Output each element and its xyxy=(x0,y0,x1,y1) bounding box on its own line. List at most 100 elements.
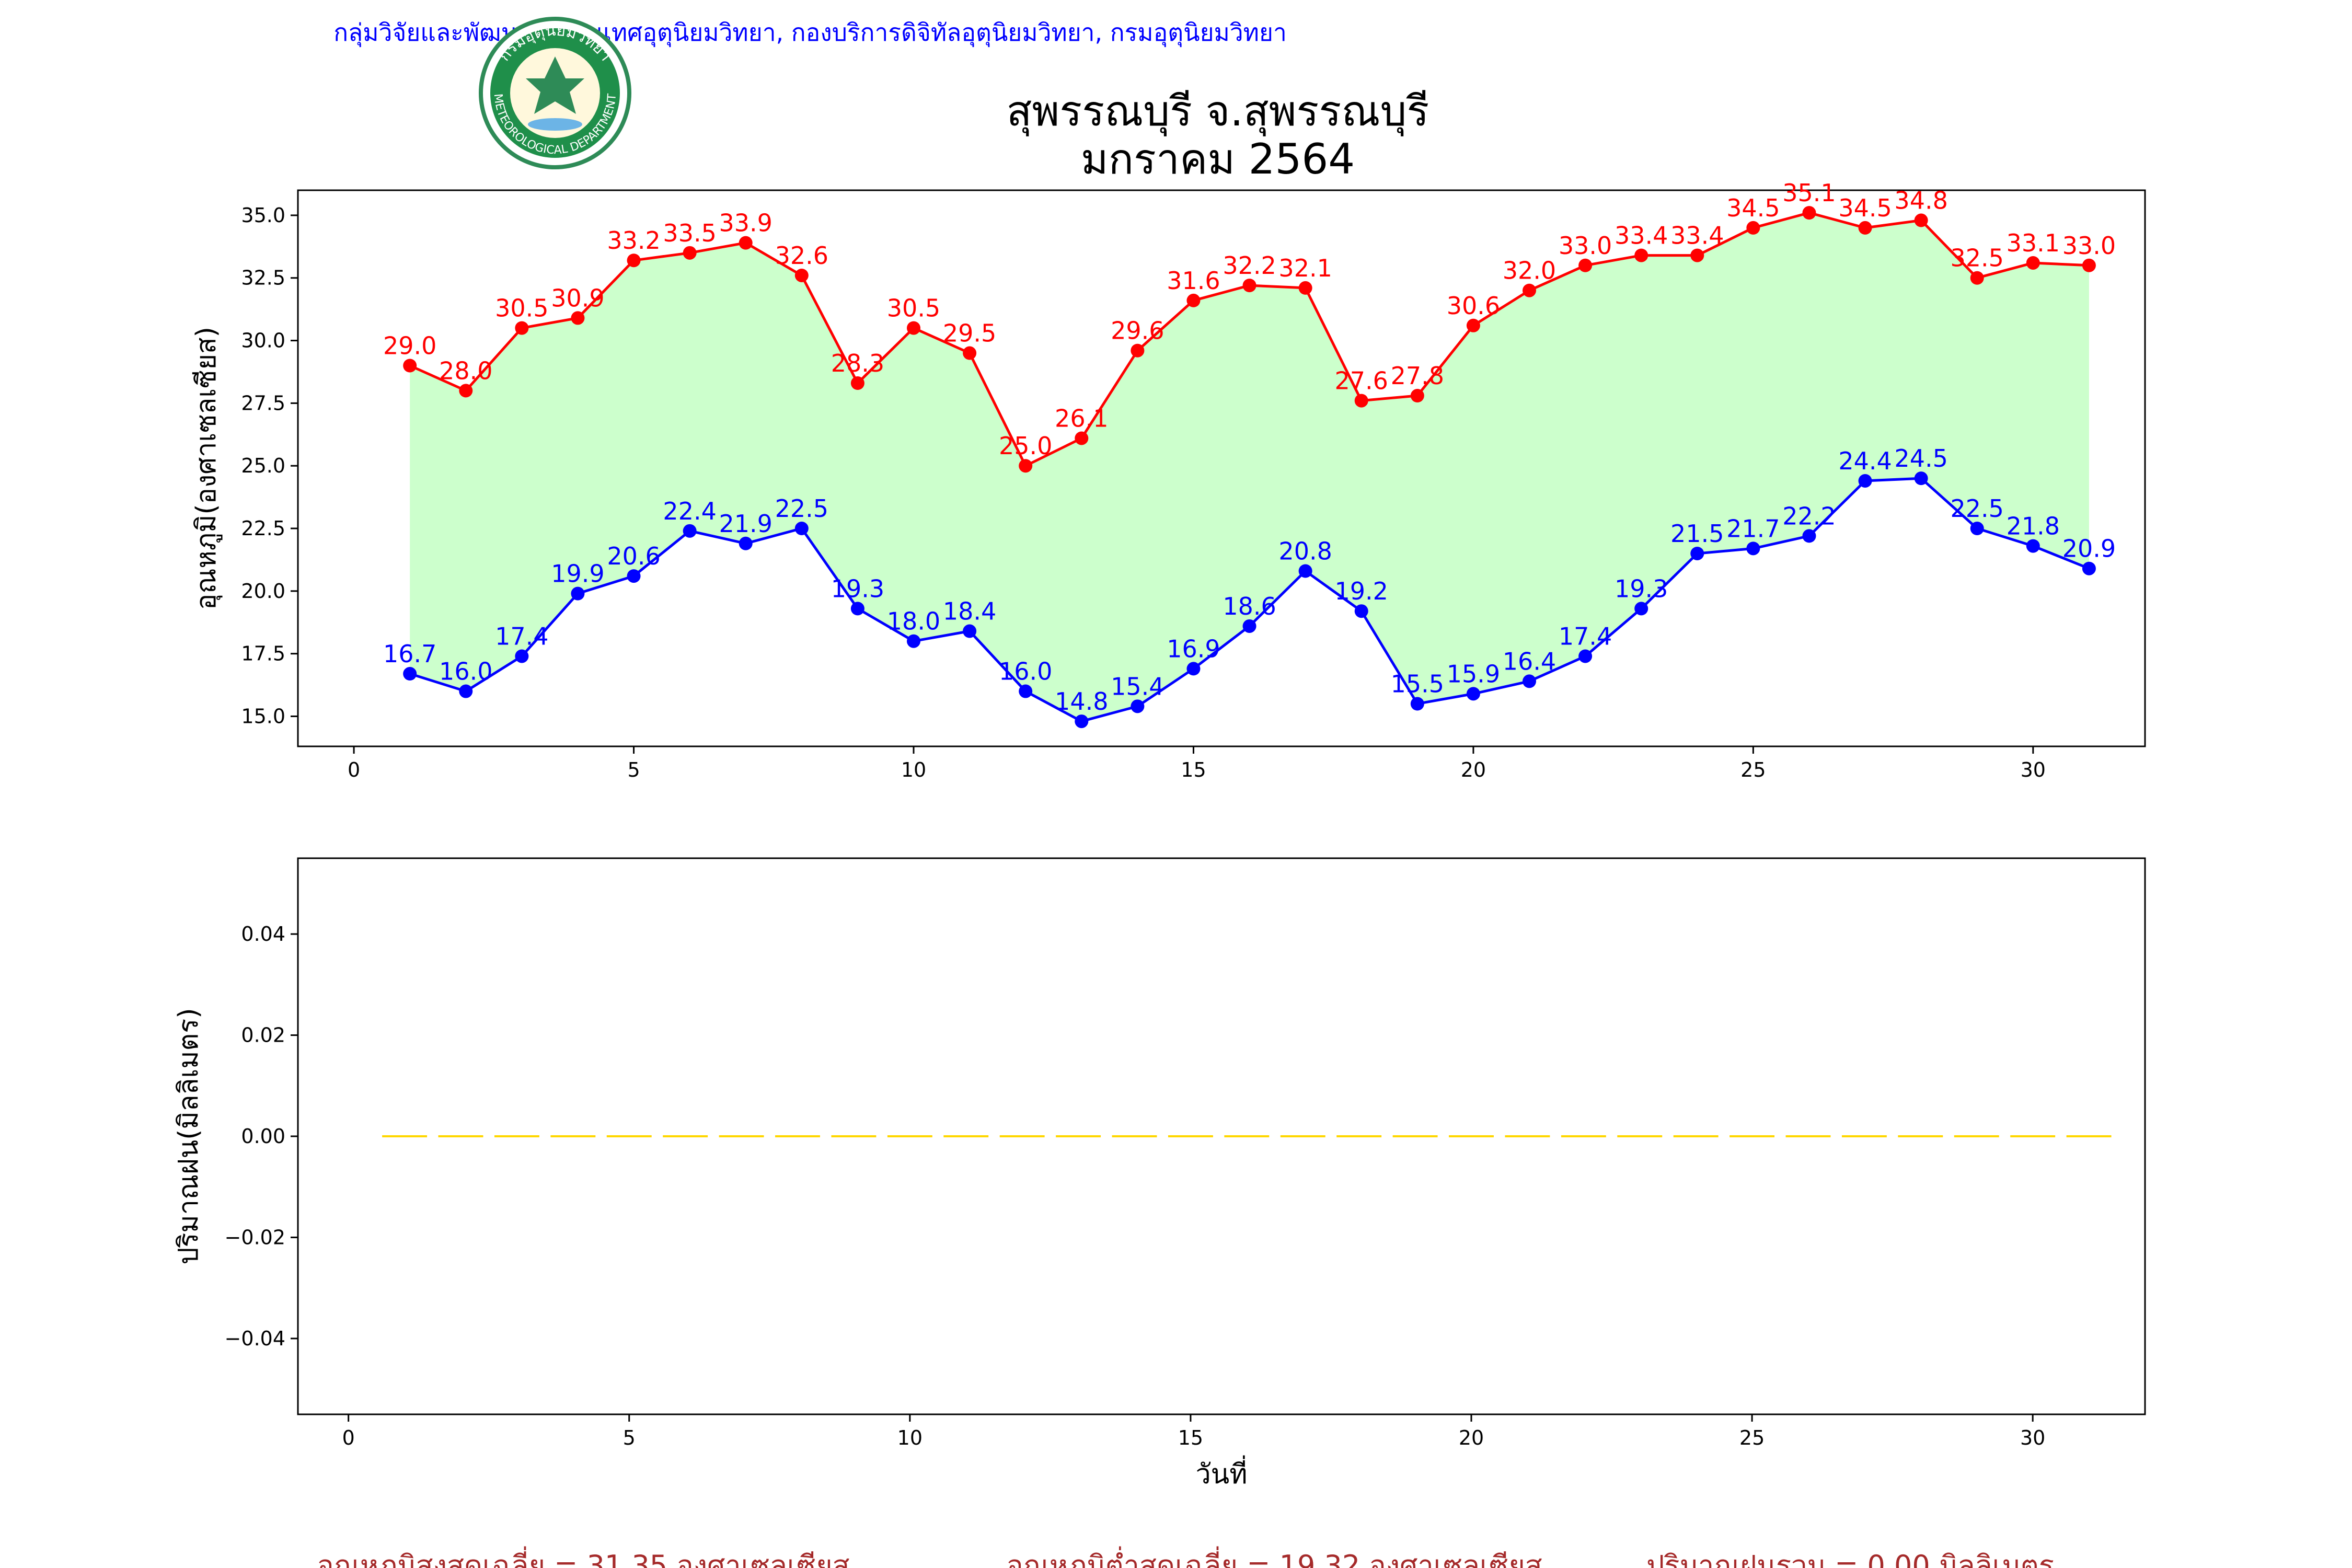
min-temperature-point xyxy=(459,684,473,698)
min-temperature-point xyxy=(1914,471,1928,486)
min-temperature-label: 18.6 xyxy=(1223,592,1276,620)
min-temperature-point xyxy=(1690,546,1704,560)
x-tick-label: 15 xyxy=(1181,758,1206,781)
x-tick-label: 25 xyxy=(1739,1426,1765,1449)
min-temperature-label: 21.9 xyxy=(719,510,773,538)
y-tick-label: −0.04 xyxy=(225,1327,285,1350)
y-tick-label: 32.5 xyxy=(241,267,285,290)
min-temperature-label: 15.9 xyxy=(1447,660,1500,688)
x-tick-label: 30 xyxy=(2021,758,2046,781)
y-tick-label: 30.0 xyxy=(241,329,285,352)
max-temperature-point xyxy=(1746,221,1760,235)
max-temperature-label: 32.6 xyxy=(775,241,828,270)
max-temperature-point xyxy=(794,268,809,282)
min-temperature-point xyxy=(1634,602,1648,616)
min-temperature-point xyxy=(794,522,809,536)
max-temperature-label: 30.5 xyxy=(887,294,940,322)
agency-line: กลุ่มวิจัยและพัฒนาสารสนเทศอุตุนิยมวิทยา,… xyxy=(333,18,1287,48)
max-temperature-point xyxy=(1523,283,1536,297)
max-temperature-point xyxy=(907,321,920,335)
min-temperature-label: 18.4 xyxy=(943,597,996,626)
max-temperature-point xyxy=(1466,318,1480,332)
department-logo: กรมอุตุนิยมวิทยา METEOROLOGICAL DEPARTME… xyxy=(479,17,631,169)
max-temperature-label: 30.9 xyxy=(551,284,604,312)
max-temperature-point xyxy=(1131,343,1145,358)
min-temperature-point xyxy=(1298,564,1312,578)
x-tick-label: 10 xyxy=(897,1426,923,1449)
y-tick-label: 22.5 xyxy=(241,517,285,540)
min-temperature-label: 22.4 xyxy=(663,497,716,525)
max-temperature-point xyxy=(515,321,529,335)
min-temperature-point xyxy=(1186,662,1201,676)
min-temperature-label: 20.8 xyxy=(1278,537,1332,566)
min-temperature-point xyxy=(1523,674,1536,688)
max-temperature-label: 31.6 xyxy=(1167,267,1220,295)
chart-title-station: สุพรรณบุรี จ.สุพรรณบุรี xyxy=(1007,87,1429,136)
max-temperature-label: 34.5 xyxy=(1838,194,1892,222)
max-temperature-point xyxy=(1802,206,1816,220)
min-temperature-point xyxy=(2026,539,2040,553)
max-temperature-label: 32.2 xyxy=(1223,251,1276,280)
min-temperature-point xyxy=(571,586,585,601)
min-temperature-label: 20.9 xyxy=(2062,535,2116,563)
max-temperature-point xyxy=(739,236,753,250)
min-temperature-label: 15.5 xyxy=(1391,670,1444,698)
min-temperature-label: 14.8 xyxy=(1055,687,1108,716)
min-temperature-point xyxy=(1578,649,1593,663)
min-temperature-point xyxy=(2082,561,2096,575)
temperature-plot-frame xyxy=(297,189,2146,747)
max-temperature-point xyxy=(1914,213,1928,227)
temperature-x-ticks: 0 5 10 15 20 25 30 xyxy=(348,746,2046,781)
min-temperature-label: 16.0 xyxy=(439,658,492,686)
min-temperature-point xyxy=(1354,604,1368,618)
chart-title-month: มกราคม 2564 xyxy=(1081,135,1355,183)
x-tick-label: 15 xyxy=(1178,1426,1203,1449)
min-temperature-label: 18.0 xyxy=(887,607,940,636)
max-temperature-point xyxy=(2082,258,2096,272)
min-temperature-label: 22.5 xyxy=(1951,494,2004,523)
x-tick-label: 25 xyxy=(1740,758,1766,781)
min-temperature-point xyxy=(739,536,753,550)
max-temperature-label: 28.3 xyxy=(831,349,884,377)
y-tick-label: −0.02 xyxy=(225,1226,285,1249)
min-temperature-label: 19.3 xyxy=(831,574,884,603)
max-temperature-label: 33.2 xyxy=(607,226,660,255)
max-temperature-label: 32.0 xyxy=(1503,257,1556,285)
max-temperature-label: 33.5 xyxy=(663,219,716,247)
max-temperature-point xyxy=(1075,431,1089,445)
temperature-points xyxy=(403,206,2096,729)
min-temperature-label: 16.9 xyxy=(1167,635,1220,663)
y-tick-label: 0.00 xyxy=(241,1125,285,1148)
max-temperature-label: 27.8 xyxy=(1391,362,1444,390)
max-temperature-point xyxy=(850,376,864,390)
max-temperature-point xyxy=(1186,293,1201,307)
max-temperature-point xyxy=(459,384,473,398)
min-temperature-label: 21.5 xyxy=(1670,520,1724,548)
min-temperature-point xyxy=(627,569,641,583)
min-temperature-label: 16.4 xyxy=(1503,647,1556,675)
max-temperature-point xyxy=(1970,271,1984,285)
max-temperature-label: 29.5 xyxy=(943,319,996,348)
max-temperature-label: 33.1 xyxy=(2007,229,2060,257)
max-temperature-label: 35.1 xyxy=(1782,179,1836,207)
max-temperature-label: 33.0 xyxy=(1559,232,1612,260)
min-temperature-point xyxy=(1019,684,1033,698)
max-temperature-point xyxy=(1634,248,1648,262)
y-tick-label: 35.0 xyxy=(241,204,285,227)
min-temperature-label: 20.6 xyxy=(607,542,660,570)
min-temperature-point xyxy=(403,667,417,681)
max-temperature-point xyxy=(571,311,585,325)
min-temperature-label: 24.4 xyxy=(1838,447,1892,475)
max-temperature-label: 29.0 xyxy=(383,331,436,360)
rain-chart: 0 5 10 15 20 25 30 −0.04 −0.02 0.00 0.02 0.04 ปริม… xyxy=(173,857,2146,1490)
min-temperature-point xyxy=(683,524,697,538)
x-tick-label: 0 xyxy=(348,758,360,781)
min-temperature-point xyxy=(1970,522,1984,536)
min-temperature-label: 24.5 xyxy=(1894,444,1947,472)
min-temperature-point xyxy=(1858,474,1872,488)
temperature-chart: 29.028.030.5 30.933.2 33.5 33.932.628.330.5… xyxy=(191,179,2146,781)
y-tick-label: 27.5 xyxy=(241,391,285,414)
max-temperature-point xyxy=(1242,279,1256,293)
max-temperature-point xyxy=(627,253,641,268)
min-temperature-point xyxy=(1466,687,1480,701)
